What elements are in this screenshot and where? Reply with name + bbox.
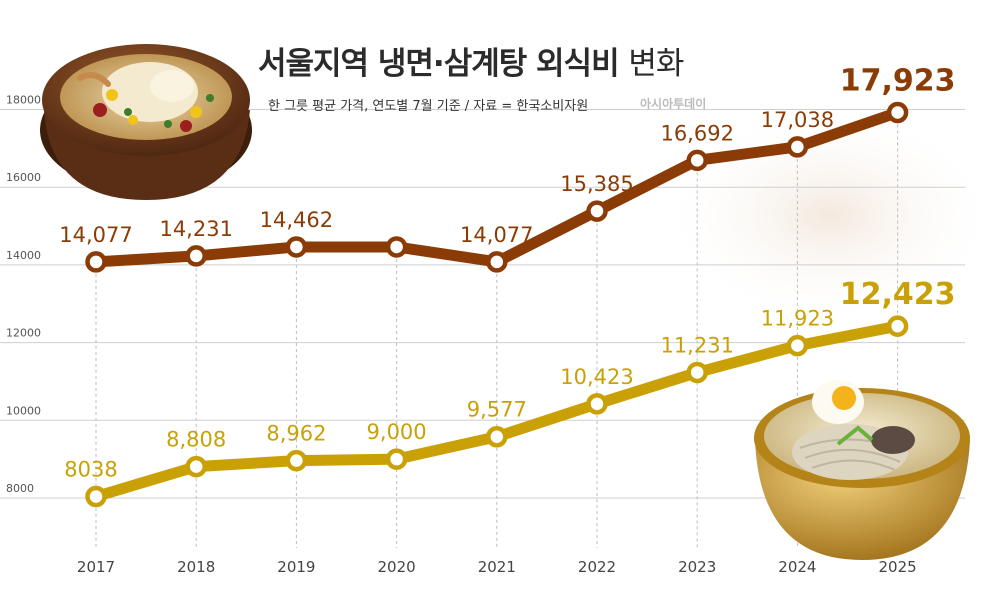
title-main: 서울지역 냉면·삼계탕 외식비 xyxy=(258,46,620,82)
data-point xyxy=(586,393,608,415)
data-point xyxy=(85,251,107,273)
data-label: 8038 xyxy=(64,458,117,482)
y-tick-label: 10000 xyxy=(6,404,41,417)
naengmyeon-bowl-illustration xyxy=(754,380,970,560)
data-point xyxy=(486,425,508,448)
title-suffix: 변화 xyxy=(628,46,684,82)
data-point xyxy=(786,334,809,357)
y-tick-label: 14000 xyxy=(6,249,41,262)
data-label: 14,462 xyxy=(260,208,333,232)
data-label: 9,577 xyxy=(467,398,527,422)
data-label: 11,923 xyxy=(761,307,834,331)
background-glow xyxy=(660,105,1000,325)
chart-title: 서울지역 냉면·삼계탕 외식비 변화 xyxy=(258,38,684,83)
watermark: 아시아투데이 xyxy=(640,97,707,111)
data-label: 14,077 xyxy=(460,223,533,247)
data-label: 17,923 xyxy=(840,63,956,98)
data-point xyxy=(686,361,708,384)
chart-subtitle: 한 그릇 평균 가격, 연도별 7월 기준 / 자료 = 한국소비자원 xyxy=(268,99,589,114)
data-point xyxy=(385,448,408,470)
data-point xyxy=(285,236,308,258)
data-point xyxy=(886,315,909,337)
x-tick-label: 2024 xyxy=(778,558,816,576)
x-tick-label: 2023 xyxy=(678,558,716,576)
samgyetang-bowl-illustration xyxy=(40,44,252,200)
data-labels: 14,077 14,231 14,462 14,077 15,385 16,692 17,0… xyxy=(59,63,955,481)
data-point xyxy=(786,136,809,158)
data-point xyxy=(486,251,508,273)
x-tick-label: 2025 xyxy=(879,558,917,576)
y-axis-ticks: 8000 10000 12000 14000 16000 18000 xyxy=(6,94,41,496)
y-tick-label: 16000 xyxy=(6,171,41,184)
data-label: 14,077 xyxy=(59,223,132,247)
data-label: 12,423 xyxy=(840,277,956,312)
data-label: 16,692 xyxy=(660,121,733,145)
data-label: 10,423 xyxy=(560,365,633,389)
data-point xyxy=(185,245,207,267)
data-point xyxy=(586,200,608,222)
x-tick-label: 2019 xyxy=(277,558,315,576)
data-point xyxy=(385,236,408,258)
data-label: 9,000 xyxy=(367,420,427,444)
data-point xyxy=(686,149,708,172)
data-label: 11,231 xyxy=(660,333,733,357)
y-tick-label: 8000 xyxy=(6,482,34,495)
y-tick-label: 18000 xyxy=(6,94,41,107)
x-axis-ticks: 2017 2018 2019 2020 2021 2022 2023 2024 2025 xyxy=(77,558,917,576)
data-label: 17,038 xyxy=(761,108,834,132)
data-point xyxy=(886,101,909,124)
x-tick-label: 2021 xyxy=(478,558,516,576)
data-label: 15,385 xyxy=(560,172,633,196)
data-label: 8,962 xyxy=(266,422,326,446)
x-tick-label: 2022 xyxy=(578,558,616,576)
y-tick-label: 12000 xyxy=(6,327,41,340)
data-point xyxy=(285,449,308,472)
x-tick-label: 2018 xyxy=(177,558,215,576)
series-lines xyxy=(85,101,909,508)
x-tick-label: 2017 xyxy=(77,558,115,576)
data-label: 8,808 xyxy=(166,428,226,452)
x-tick-label: 2020 xyxy=(378,558,416,576)
data-point xyxy=(85,485,107,508)
data-point xyxy=(185,455,207,478)
data-label: 14,231 xyxy=(159,217,232,241)
